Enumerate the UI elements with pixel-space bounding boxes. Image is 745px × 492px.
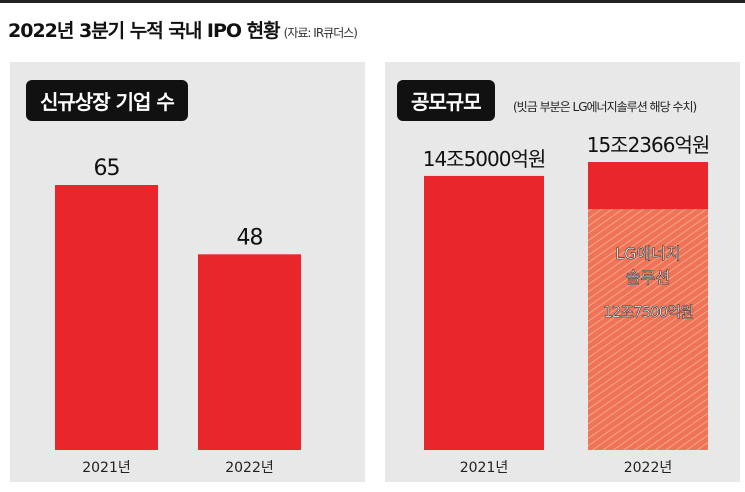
data-label: 15조2366억원 (587, 133, 710, 157)
bar-2022년 (198, 254, 301, 450)
data-label: 48 (237, 225, 263, 250)
title-text: 2022년 3분기 누적 국내 IPO 현황 (8, 20, 281, 42)
panel-title: 공모규모 (397, 80, 495, 121)
page-title: 2022년 3분기 누적 국내 IPO 현황 (자료: IR큐더스) (8, 16, 358, 43)
top-rule (0, 0, 745, 3)
x-tick-label: 2021년 (460, 460, 509, 476)
x-tick-label: 2021년 (82, 460, 131, 476)
data-label: 65 (94, 156, 120, 181)
panel-note: (빗금 부분은 LG에너지솔루션 해당 수치) (513, 100, 697, 114)
x-tick-label: 2022년 (624, 460, 673, 476)
data-label: 14조5000억원 (423, 147, 546, 171)
panel-title: 신규상장 기업 수 (26, 80, 188, 121)
segment-value-label: 12조7500억원 (603, 303, 693, 321)
source-note: (자료: IR큐더스) (283, 26, 358, 40)
segment-label: 솔루션 (626, 268, 670, 287)
x-tick-label: 2022년 (225, 460, 274, 476)
bar-2021년 (424, 175, 544, 451)
bar-segment-lg-energy-solution (588, 209, 708, 450)
segment-label: LG에너지 (615, 244, 680, 263)
bar-2021년 (55, 185, 158, 450)
